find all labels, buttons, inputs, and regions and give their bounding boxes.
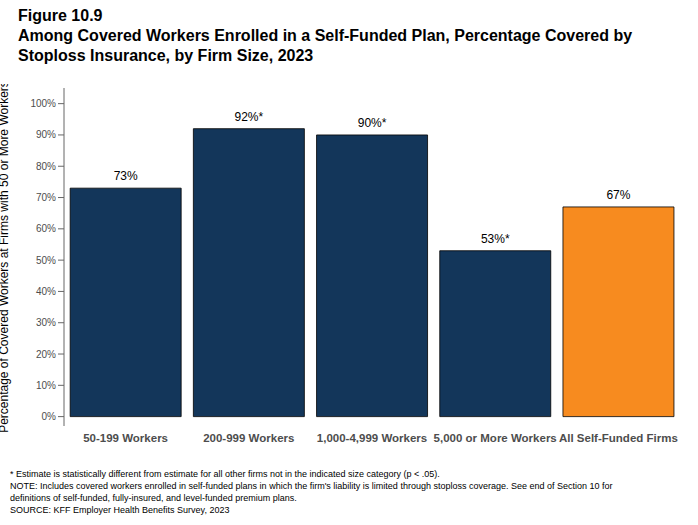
svg-text:80%: 80%: [36, 161, 56, 172]
html-text:NOTE: Includes covered workers: NOTE: Includes covered workers enrolled …: [10, 481, 613, 503]
svg-text:73%: 73%: [114, 169, 138, 183]
svg-text:50%: 50%: [36, 255, 56, 266]
svg-text:92%*: 92%*: [235, 110, 264, 124]
svg-text:100%: 100%: [30, 98, 56, 109]
svg-text:0%: 0%: [42, 411, 57, 422]
svg-text:90%: 90%: [36, 129, 56, 140]
html-text:Figure 10.9: Figure 10.9: [18, 7, 103, 24]
svg-text:Percentage of Covered Workers: Percentage of Covered Workers at Firms w…: [8, 84, 11, 433]
svg-text:60%: 60%: [36, 223, 56, 234]
svg-text:30%: 30%: [36, 317, 56, 328]
svg-text:70%: 70%: [36, 192, 56, 203]
svg-text:All Self-Funded Firms: All Self-Funded Firms: [559, 432, 678, 444]
svg-text:200-999 Workers: 200-999 Workers: [203, 432, 294, 444]
svg-text:5,000 or More Workers: 5,000 or More Workers: [434, 432, 557, 444]
svg-text:1,000-4,999 Workers: 1,000-4,999 Workers: [317, 432, 427, 444]
svg-text:20%: 20%: [36, 349, 56, 360]
html-text:SOURCE: KFF Employer Health Be: SOURCE: KFF Employer Health Benefits Sur…: [10, 505, 230, 515]
svg-text:67%: 67%: [606, 188, 630, 202]
svg-text:53%*: 53%*: [481, 232, 510, 246]
html-text:Among Covered Workers Enrolled: Among Covered Workers Enrolled in a Self…: [18, 27, 633, 64]
svg-text:50-199 Workers: 50-199 Workers: [83, 432, 168, 444]
svg-text:10%: 10%: [36, 380, 56, 391]
svg-text:40%: 40%: [36, 286, 56, 297]
html-text:* Estimate is statistically di: * Estimate is statistically different fr…: [10, 469, 440, 479]
svg-text:90%*: 90%*: [358, 116, 387, 130]
